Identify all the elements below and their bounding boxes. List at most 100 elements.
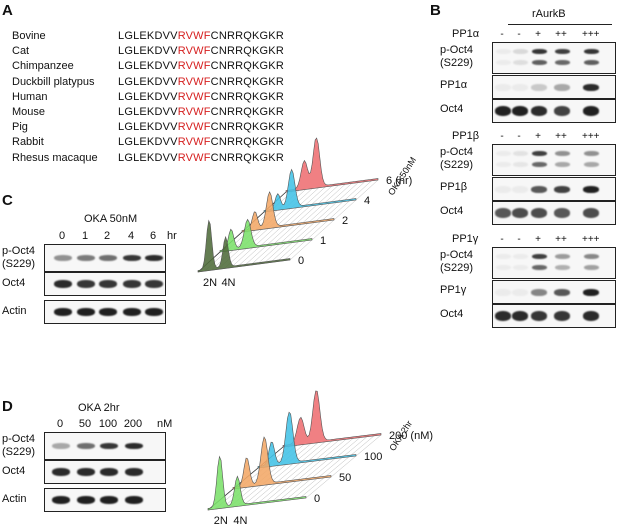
western-band	[583, 253, 599, 259]
blot-strip	[44, 432, 166, 460]
western-band	[99, 280, 117, 288]
western-band	[495, 253, 511, 259]
western-band	[495, 106, 511, 116]
sequence-motif: RVWF	[177, 60, 211, 73]
lane-mark: +	[535, 234, 541, 245]
lane-label: 1	[81, 230, 89, 242]
western-band	[554, 83, 570, 91]
histogram-depth-label: 0	[314, 493, 320, 505]
western-band	[495, 288, 511, 296]
lane-mark: -	[500, 131, 504, 142]
sequence-row: LGLEKDVVRVWFCNRRQKGKR	[118, 60, 284, 72]
blot-row-label: PP1γ	[440, 284, 467, 296]
blot-strip	[492, 304, 616, 328]
blot-row-label: Oct4	[2, 465, 26, 477]
pp1-treatment-label: PP1γ	[452, 233, 479, 245]
western-band	[512, 264, 528, 270]
lane-mark: -	[517, 29, 521, 40]
lane-mark: -	[517, 234, 521, 245]
western-band	[54, 280, 72, 288]
sequence-suffix: CNRRQKGKR	[210, 151, 284, 164]
western-band	[554, 48, 570, 54]
sequence-prefix: LGLEKDVV	[118, 121, 178, 134]
blot-row-label: Oct4	[440, 205, 464, 217]
sequence-motif: RVWF	[177, 121, 211, 134]
western-band	[512, 311, 528, 321]
sequence-row: LGLEKDVVRVWFCNRRQKGKR	[118, 76, 284, 88]
western-band	[100, 468, 118, 476]
western-band	[495, 59, 511, 65]
lane-label: 50	[78, 418, 92, 430]
western-band	[512, 208, 528, 218]
lane-label: 200	[123, 418, 143, 430]
panel-a-letter: A	[2, 2, 13, 19]
sequence-prefix: LGLEKDVV	[118, 60, 178, 73]
blot-strip	[492, 99, 616, 123]
blot-row-label: p-Oct4 (S229)	[2, 433, 36, 458]
western-band	[531, 48, 547, 54]
sequence-row: LGLEKDVVRVWFCNRRQKGKR	[118, 45, 284, 57]
sequence-suffix: CNRRQKGKR	[210, 106, 284, 118]
western-band	[554, 264, 570, 270]
lane-mark: -	[500, 29, 504, 40]
sequence-suffix: CNRRQKGKR	[210, 75, 284, 88]
western-band	[512, 48, 528, 54]
dna-content-label: 4N	[233, 515, 247, 527]
lane-label: 6	[149, 230, 157, 242]
panel-d-blots: p-Oct4 (S229) Oct4 Actin	[0, 432, 170, 527]
western-band	[531, 264, 547, 270]
lane-label: 4	[127, 230, 135, 242]
blot-row-label: Actin	[2, 493, 27, 505]
panel-c-treatment: OKA 50nM	[84, 213, 138, 225]
western-band	[99, 308, 117, 316]
sequence-suffix: CNRRQKGKR	[210, 30, 284, 42]
raurkb-bracket	[508, 24, 612, 25]
western-band	[554, 106, 570, 116]
western-band	[123, 255, 141, 261]
dna-histogram	[219, 218, 313, 253]
western-band	[583, 161, 599, 167]
western-band	[52, 443, 70, 449]
sequence-prefix: LGLEKDVV	[118, 30, 178, 42]
western-band	[77, 280, 95, 288]
western-band	[583, 106, 599, 116]
western-band	[531, 288, 547, 296]
dna-content-label: 2N	[203, 277, 217, 289]
blot-strip	[44, 300, 166, 324]
species-name: Human	[12, 90, 48, 103]
dna-content-label: 4N	[221, 277, 235, 289]
blot-strip	[492, 144, 616, 176]
western-band	[583, 264, 599, 270]
western-band	[123, 280, 141, 288]
histogram-depth-label: 6 (hr)	[386, 175, 412, 187]
western-band	[512, 59, 528, 65]
sequence-row: LGLEKDVVRVWFCNRRQKGKR	[118, 106, 284, 118]
sequence-prefix: LGLEKDVV	[118, 136, 178, 149]
western-band	[77, 255, 95, 261]
sequence-row: LGLEKDVVRVWFCNRRQKGKR	[118, 121, 284, 133]
histogram-depth-label: 50	[339, 472, 351, 484]
western-band	[77, 443, 95, 449]
western-band	[554, 185, 570, 193]
sequence-motif: RVWF	[177, 30, 211, 42]
western-band	[554, 59, 570, 65]
western-band	[54, 308, 72, 316]
dna-histogram	[232, 436, 332, 490]
pp1-treatment-label: PP1β	[452, 130, 480, 142]
blot-row-label: p-Oct4 (S229)	[440, 249, 474, 274]
lane-mark: ++	[555, 131, 567, 142]
dna-histogram	[285, 137, 379, 193]
western-band	[512, 288, 528, 296]
species-name: Bovine	[12, 30, 46, 42]
panel-b-blots: PP1α - - + ++ +++ p-Oct4 (S229) PP1α Oct4 PP1β - - +…	[440, 28, 617, 328]
western-band	[52, 468, 70, 476]
western-band	[554, 253, 570, 259]
blot-row-label: p-Oct4 (S229)	[440, 44, 474, 69]
histogram-depth-label: 200 (nM)	[389, 430, 433, 442]
western-band	[531, 185, 547, 193]
dna-histogram	[197, 219, 291, 273]
dna-histogram	[282, 390, 382, 448]
sequence-motif: RVWF	[177, 90, 211, 103]
sequence-prefix: LGLEKDVV	[118, 106, 178, 118]
